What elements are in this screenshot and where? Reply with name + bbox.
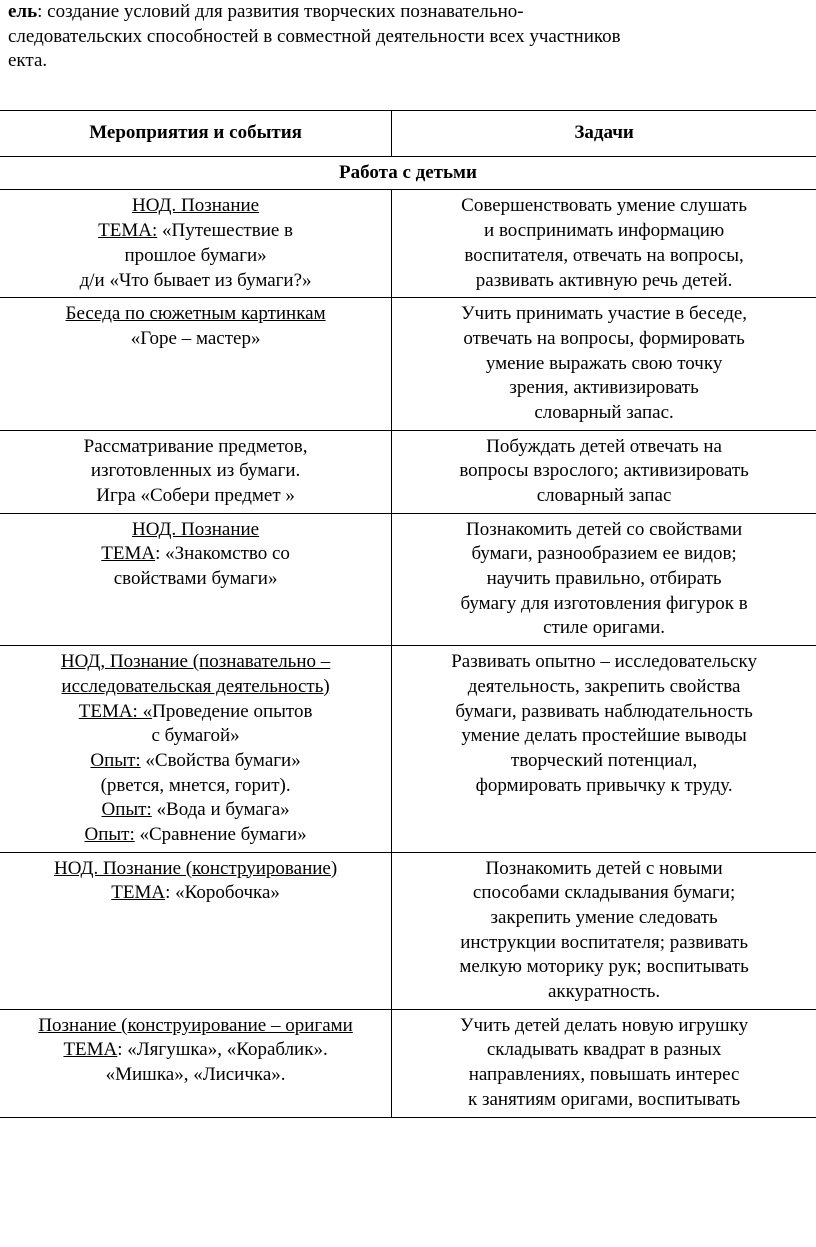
text: «Свойства бумаги» xyxy=(141,750,301,771)
cell-activity: Беседа по сюжетным картинкам «Горе – мас… xyxy=(0,298,392,430)
cell-task: Учить детей делать новую игрушку складыв… xyxy=(392,1009,816,1117)
text: бумаги, развивать наблюдательность xyxy=(398,700,810,725)
text: Опыт: xyxy=(90,750,140,771)
section-row: Работа с детьми xyxy=(0,156,816,190)
cell-activity: НОД. Познание (конструирование) ТЕМА: «К… xyxy=(0,852,392,1009)
activities-table: Мероприятия и события Задачи Работа с де… xyxy=(0,110,816,1117)
table-row: НОД. Познание ТЕМА: «Знакомство со свойс… xyxy=(0,513,816,645)
text: с бумагой» xyxy=(6,724,385,749)
cell-task: Побуждать детей отвечать на вопросы взро… xyxy=(392,430,816,513)
text: : «Знакомство со xyxy=(155,543,290,564)
text: аккуратность. xyxy=(398,980,810,1005)
text: «Вода и бумага» xyxy=(152,799,290,820)
text: умение делать простейшие выводы xyxy=(398,724,810,749)
text: Игра «Собери предмет » xyxy=(6,484,385,509)
cell-activity: Рассматривание предметов, изготовленных … xyxy=(0,430,392,513)
text: Познание (конструирование – оригами xyxy=(38,1015,353,1036)
text: свойствами бумаги» xyxy=(6,567,385,592)
text: закрепить умение следовать xyxy=(398,906,810,931)
text: складывать квадрат в разных xyxy=(398,1038,810,1063)
text: «Мишка», «Лисичка». xyxy=(6,1063,385,1088)
cell-activity: НОД. Познание ТЕМА: «Знакомство со свойс… xyxy=(0,513,392,645)
text: «Путешествие в xyxy=(157,220,293,241)
text: Познакомить детей со свойствами xyxy=(398,518,810,543)
text: деятельность, закрепить свойства xyxy=(398,675,810,700)
text: отвечать на вопросы, формировать xyxy=(398,327,810,352)
text: ТЕМА xyxy=(101,543,155,564)
cell-task: Познакомить детей со свойствами бумаги, … xyxy=(392,513,816,645)
text: НОД. Познание xyxy=(132,519,259,540)
text: умение выражать свою точку xyxy=(398,352,810,377)
cell-activity: НОД, Познание (познавательно – исследова… xyxy=(0,646,392,853)
section-title: Работа с детьми xyxy=(0,156,816,190)
text: зрения, активизировать xyxy=(398,376,810,401)
text: бумагу для изготовления фигурок в xyxy=(398,592,810,617)
text: ТЕМА xyxy=(63,1039,117,1060)
text: «Сравнение бумаги» xyxy=(135,824,307,845)
header-col2: Задачи xyxy=(392,111,816,157)
text: инструкции воспитателя; развивать xyxy=(398,931,810,956)
text: Развивать опытно – исследовательску xyxy=(398,650,810,675)
text: развивать активную речь детей. xyxy=(398,269,810,294)
cell-task: Развивать опытно – исследовательску деят… xyxy=(392,646,816,853)
table-row: Рассматривание предметов, изготовленных … xyxy=(0,430,816,513)
text: Побуждать детей отвечать на xyxy=(398,435,810,460)
text: изготовленных из бумаги. xyxy=(6,459,385,484)
cell-activity: НОД. Познание ТЕМА: «Путешествие в прошл… xyxy=(0,190,392,298)
intro-paragraph: ель: создание условий для развития творч… xyxy=(8,0,808,74)
text: Познакомить детей с новыми xyxy=(398,857,810,882)
text: направлениях, повышать интерес xyxy=(398,1063,810,1088)
intro-bold-label: ель xyxy=(8,1,37,22)
text: Проведение опытов xyxy=(152,701,312,722)
cell-task: Учить принимать участие в беседе, отвеча… xyxy=(392,298,816,430)
text: Беседа по сюжетным картинкам xyxy=(66,303,326,324)
table-row: НОД. Познание (конструирование) ТЕМА: «К… xyxy=(0,852,816,1009)
cell-task: Познакомить детей с новыми способами скл… xyxy=(392,852,816,1009)
text: прошлое бумаги» xyxy=(6,244,385,269)
table-header-row: Мероприятия и события Задачи xyxy=(0,111,816,157)
text: способами складывания бумаги; xyxy=(398,881,810,906)
text: формировать привычку к труду. xyxy=(398,774,810,799)
text: НОД. Познание xyxy=(132,195,259,216)
text: Учить принимать участие в беседе, xyxy=(398,302,810,327)
text: бумаги, разнообразием ее видов; xyxy=(398,542,810,567)
text: и воспринимать информацию xyxy=(398,219,810,244)
text: Учить детей делать новую игрушку xyxy=(398,1014,810,1039)
table-row: НОД. Познание ТЕМА: «Путешествие в прошл… xyxy=(0,190,816,298)
text: ТЕМА xyxy=(111,882,165,903)
text: исследовательская деятельность) xyxy=(61,676,329,697)
text: Опыт: xyxy=(102,799,152,820)
text: (рвется, мнется, горит). xyxy=(6,774,385,799)
cell-task: Совершенствовать умение слушать и воспри… xyxy=(392,190,816,298)
text: вопросы взрослого; активизировать xyxy=(398,459,810,484)
text: словарный запас xyxy=(398,484,810,509)
text: ТЕМА: « xyxy=(79,701,152,722)
intro-text: : создание условий для развития творческ… xyxy=(8,1,621,71)
text: творческий потенциал, xyxy=(398,749,810,774)
text: Рассматривание предметов, xyxy=(6,435,385,460)
table-row: Беседа по сюжетным картинкам «Горе – мас… xyxy=(0,298,816,430)
text: стиле оригами. xyxy=(398,616,810,641)
document-page: ель: создание условий для развития творч… xyxy=(0,0,816,1138)
text: НОД. Познание (конструирование) xyxy=(54,858,337,879)
header-col1: Мероприятия и события xyxy=(0,111,392,157)
text: к занятиям оригами, воспитывать xyxy=(398,1088,810,1113)
text: ТЕМА: xyxy=(98,220,157,241)
text: словарный запас. xyxy=(398,401,810,426)
table-row: НОД, Познание (познавательно – исследова… xyxy=(0,646,816,853)
text: мелкую моторику рук; воспитывать xyxy=(398,955,810,980)
text: научить правильно, отбирать xyxy=(398,567,810,592)
text: воспитателя, отвечать на вопросы, xyxy=(398,244,810,269)
text: д/и «Что бывает из бумаги?» xyxy=(6,269,385,294)
text: «Горе – мастер» xyxy=(6,327,385,352)
text: : «Лягушка», «Кораблик». xyxy=(117,1039,327,1060)
cell-activity: Познание (конструирование – оригами ТЕМА… xyxy=(0,1009,392,1117)
table-row: Познание (конструирование – оригами ТЕМА… xyxy=(0,1009,816,1117)
text: Совершенствовать умение слушать xyxy=(398,194,810,219)
text: НОД, Познание (познавательно – xyxy=(61,651,330,672)
text: Опыт: xyxy=(84,824,134,845)
text: : «Коробочка» xyxy=(165,882,280,903)
